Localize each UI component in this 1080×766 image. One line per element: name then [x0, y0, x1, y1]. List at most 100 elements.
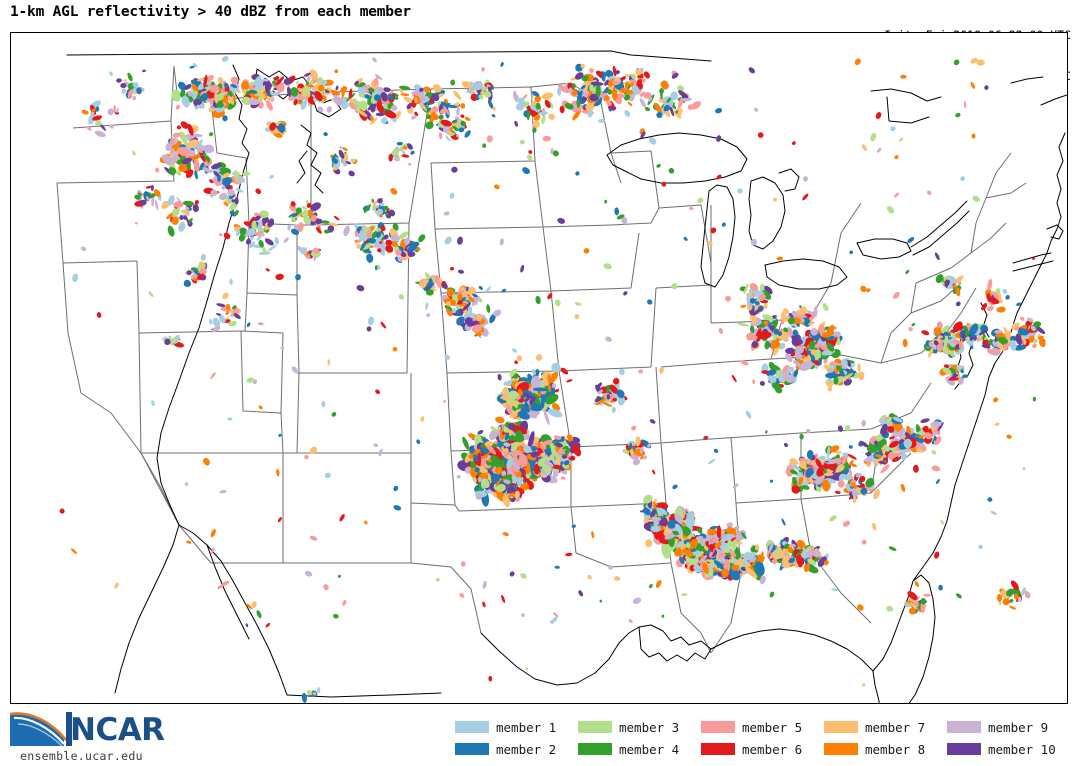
reflectivity-object	[330, 89, 341, 96]
reflectivity-object	[231, 170, 237, 176]
reflectivity-object	[208, 106, 213, 113]
reflectivity-object	[227, 95, 235, 105]
reflectivity-object	[375, 231, 382, 238]
reflectivity-object	[456, 118, 462, 127]
reflectivity-object	[398, 231, 409, 240]
reflectivity-object	[446, 288, 455, 297]
reflectivity-object	[408, 243, 418, 252]
reflectivity-object	[728, 567, 741, 581]
reflectivity-object	[296, 80, 299, 85]
reflectivity-object	[674, 514, 684, 525]
reflectivity-object	[395, 249, 402, 256]
reflectivity-object	[227, 188, 235, 197]
reflectivity-object	[509, 368, 518, 377]
reflectivity-object	[606, 88, 613, 95]
legend-item[interactable]: member 9	[947, 716, 1070, 738]
reflectivity-object	[178, 221, 186, 232]
legend-item-label: member 9	[988, 719, 1049, 735]
reflectivity-object	[398, 85, 411, 90]
reflectivity-object	[219, 315, 226, 324]
reflectivity-object	[198, 147, 203, 154]
ncar-logo[interactable]: NCAR ensemble.ucar.edu	[8, 708, 198, 763]
reflectivity-object	[232, 307, 240, 315]
reflectivity-object	[425, 289, 434, 296]
reflectivity-object	[354, 223, 359, 229]
map-panel[interactable]	[10, 32, 1068, 704]
conus-map[interactable]	[11, 33, 1067, 703]
reflectivity-object	[369, 117, 378, 126]
reflectivity-object	[615, 70, 620, 75]
reflectivity-object	[327, 359, 331, 366]
reflectivity-object	[559, 105, 565, 114]
reflectivity-object	[414, 97, 418, 104]
reflectivity-object	[139, 199, 147, 206]
reflectivity-object	[200, 154, 206, 162]
legend-item[interactable]: member 4	[578, 738, 701, 760]
reflectivity-object	[446, 308, 452, 317]
reflectivity-object	[257, 96, 263, 102]
reflectivity-object	[735, 558, 746, 566]
reflectivity-object	[611, 88, 618, 101]
reflectivity-object	[205, 75, 214, 83]
reflectivity-object	[181, 157, 192, 165]
reflectivity-object	[310, 214, 318, 222]
reflectivity-object	[297, 222, 304, 233]
reflectivity-object	[187, 139, 199, 148]
legend-item[interactable]: member 5	[701, 716, 824, 738]
reflectivity-object	[516, 476, 522, 487]
reflectivity-object	[365, 237, 377, 245]
reflectivity-object	[566, 434, 574, 442]
reflectivity-object	[480, 443, 486, 449]
reflectivity-object	[630, 454, 637, 460]
reflectivity-object	[612, 377, 620, 385]
reflectivity-object	[248, 98, 260, 106]
reflectivity-object	[551, 464, 563, 470]
reflectivity-object	[685, 512, 695, 527]
reflectivity-object	[572, 83, 576, 89]
reflectivity-object	[221, 81, 226, 88]
reflectivity-object	[228, 320, 237, 327]
reflectivity-object	[172, 132, 181, 138]
reflectivity-object	[642, 455, 648, 460]
reflectivity-object	[632, 458, 640, 466]
reflectivity-object	[358, 110, 368, 117]
reflectivity-object	[713, 560, 726, 571]
reflectivity-object	[481, 314, 486, 319]
reflectivity-object	[301, 209, 309, 218]
reflectivity-object	[203, 74, 208, 88]
reflectivity-object	[484, 440, 494, 448]
reflectivity-object	[360, 87, 366, 93]
reflectivity-object	[524, 401, 530, 413]
legend-item[interactable]: member 10	[947, 738, 1070, 760]
reflectivity-object	[209, 169, 221, 173]
reflectivity-object	[518, 454, 528, 468]
reflectivity-object	[461, 80, 472, 89]
reflectivity-object	[186, 270, 192, 276]
reflectivity-object	[373, 94, 381, 102]
legend-item[interactable]: member 6	[701, 738, 824, 760]
legend-color-swatch	[455, 743, 489, 755]
reflectivity-object	[577, 90, 583, 101]
reflectivity-object	[562, 445, 569, 450]
reflectivity-object	[656, 112, 663, 119]
legend-item[interactable]: member 1	[455, 716, 578, 738]
reflectivity-object	[604, 199, 608, 204]
reflectivity-object	[254, 215, 261, 222]
reflectivity-object	[679, 556, 685, 565]
legend-item[interactable]: member 2	[455, 738, 578, 760]
legend-item-label: member 1	[496, 719, 557, 735]
reflectivity-object	[670, 92, 678, 101]
reflectivity-object	[487, 86, 492, 91]
reflectivity-object	[175, 104, 181, 110]
reflectivity-object	[635, 69, 642, 76]
reflectivity-object	[497, 373, 502, 381]
reflectivity-object	[611, 406, 616, 413]
legend-item[interactable]: member 7	[824, 716, 947, 738]
reflectivity-object	[476, 314, 483, 321]
reflectivity-object	[595, 398, 607, 406]
reflectivity-object	[564, 102, 574, 110]
reflectivity-object	[529, 104, 537, 111]
legend-item[interactable]: member 3	[578, 716, 701, 738]
legend-color-swatch	[578, 743, 612, 755]
legend-item[interactable]: member 8	[824, 738, 947, 760]
